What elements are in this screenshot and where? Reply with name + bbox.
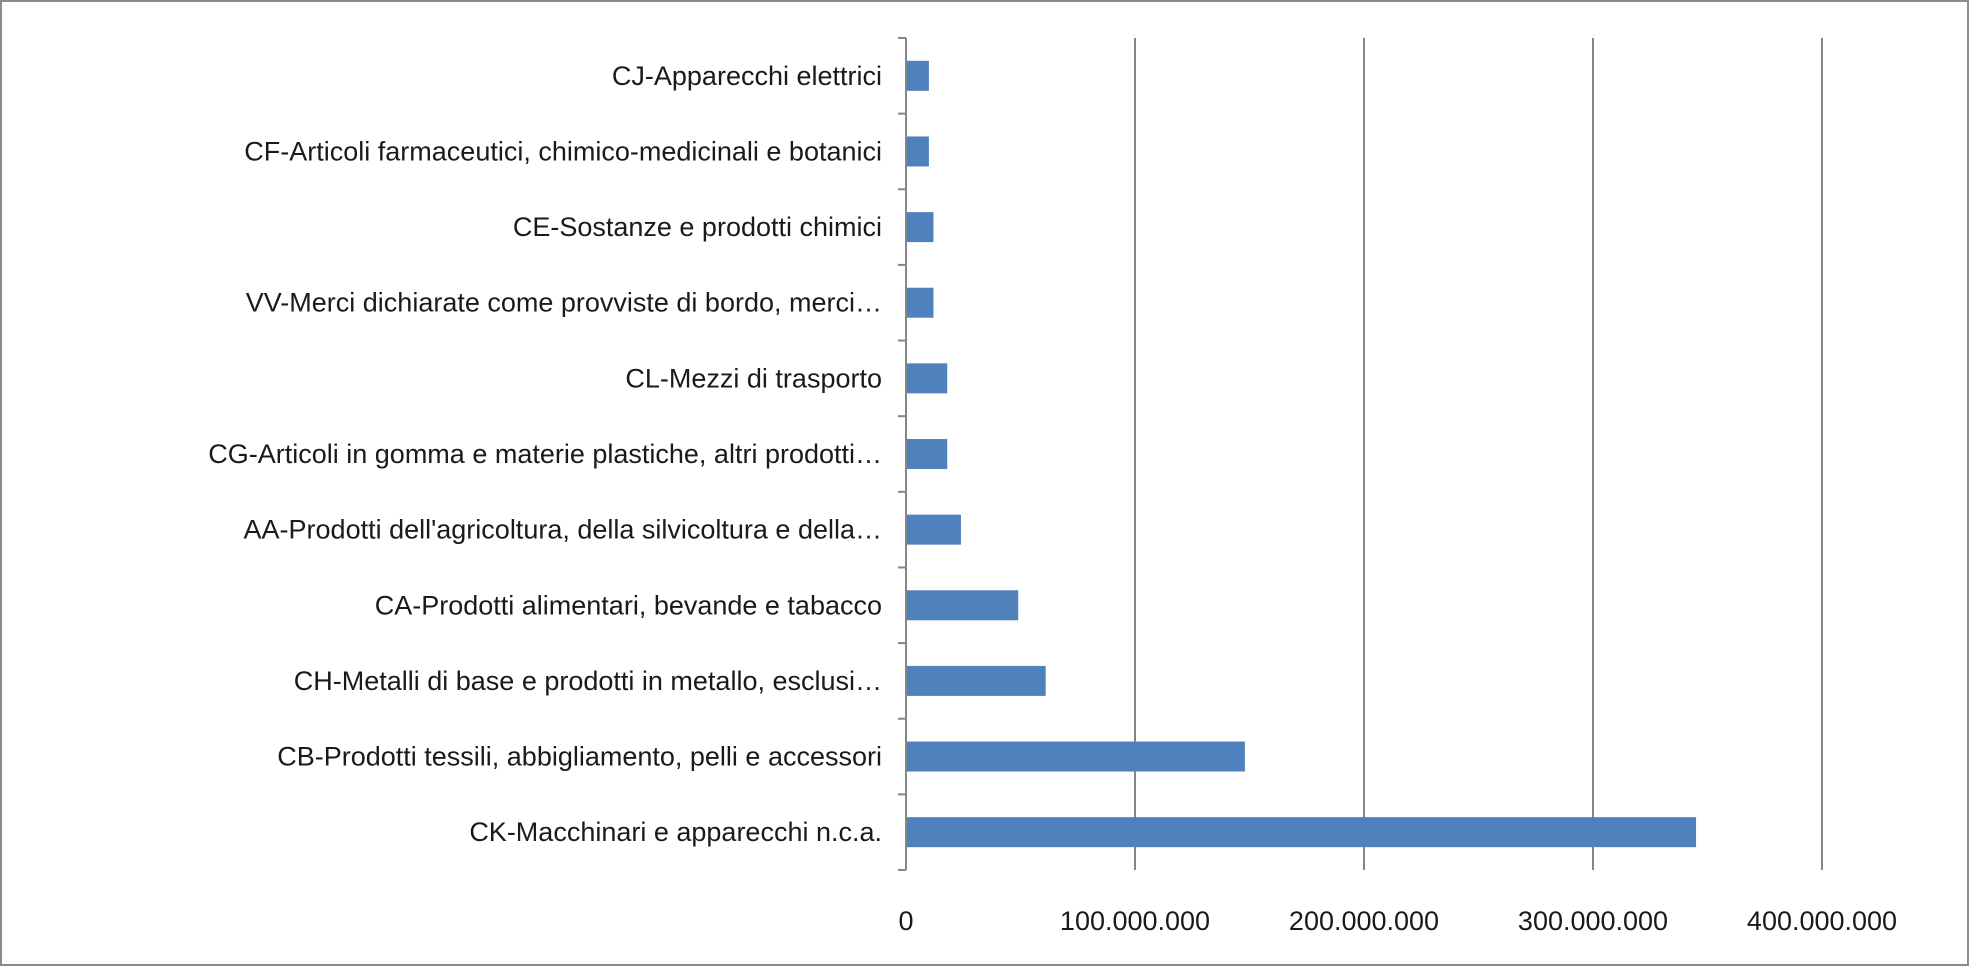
category-label: CG-Articoli in gomma e materie plastiche… [208, 439, 882, 469]
bar [906, 741, 1245, 772]
category-label: VV-Merci dichiarate come provviste di bo… [246, 288, 882, 318]
category-labels: CK-Macchinari e apparecchi n.c.a. CB-Prod… [208, 61, 882, 847]
bar [906, 363, 948, 394]
bar [906, 287, 934, 318]
x-tick-label: 100.000.000 [1060, 906, 1210, 936]
bar [906, 439, 948, 469]
bar [906, 136, 929, 167]
axes [898, 37, 907, 871]
category-label: CA-Prodotti alimentari, bevande e tabacc… [375, 590, 882, 620]
x-tick-label: 400.000.000 [1747, 906, 1897, 936]
x-tick-label: 200.000.000 [1289, 906, 1439, 936]
category-label: CL-Mezzi di trasporto [625, 363, 882, 393]
category-label: CH-Metalli di base e prodotti in metallo… [294, 666, 882, 696]
bars [906, 60, 1697, 848]
category-label: CB-Prodotti tessili, abbigliamento, pell… [277, 742, 882, 772]
bar [906, 60, 929, 91]
category-label: CF-Articoli farmaceutici, chimico-medici… [244, 136, 882, 166]
category-label: CE-Sostanze e prodotti chimici [513, 212, 882, 242]
category-label: CJ-Apparecchi elettrici [612, 61, 882, 91]
category-label: CK-Macchinari e apparecchi n.c.a. [469, 817, 882, 847]
bar [906, 590, 1019, 621]
tick-labels: 0 100.000.000 200.000.000 300.000.000 400.00… [898, 906, 1897, 936]
x-tick-label: 0 [898, 906, 913, 936]
bar [906, 514, 961, 545]
bar [906, 212, 934, 243]
bar [906, 665, 1046, 696]
category-label: AA-Prodotti dell'agricoltura, della silv… [244, 515, 882, 545]
gridlines [1134, 38, 1823, 870]
bar [906, 817, 1697, 848]
x-tick-label: 300.000.000 [1518, 906, 1668, 936]
